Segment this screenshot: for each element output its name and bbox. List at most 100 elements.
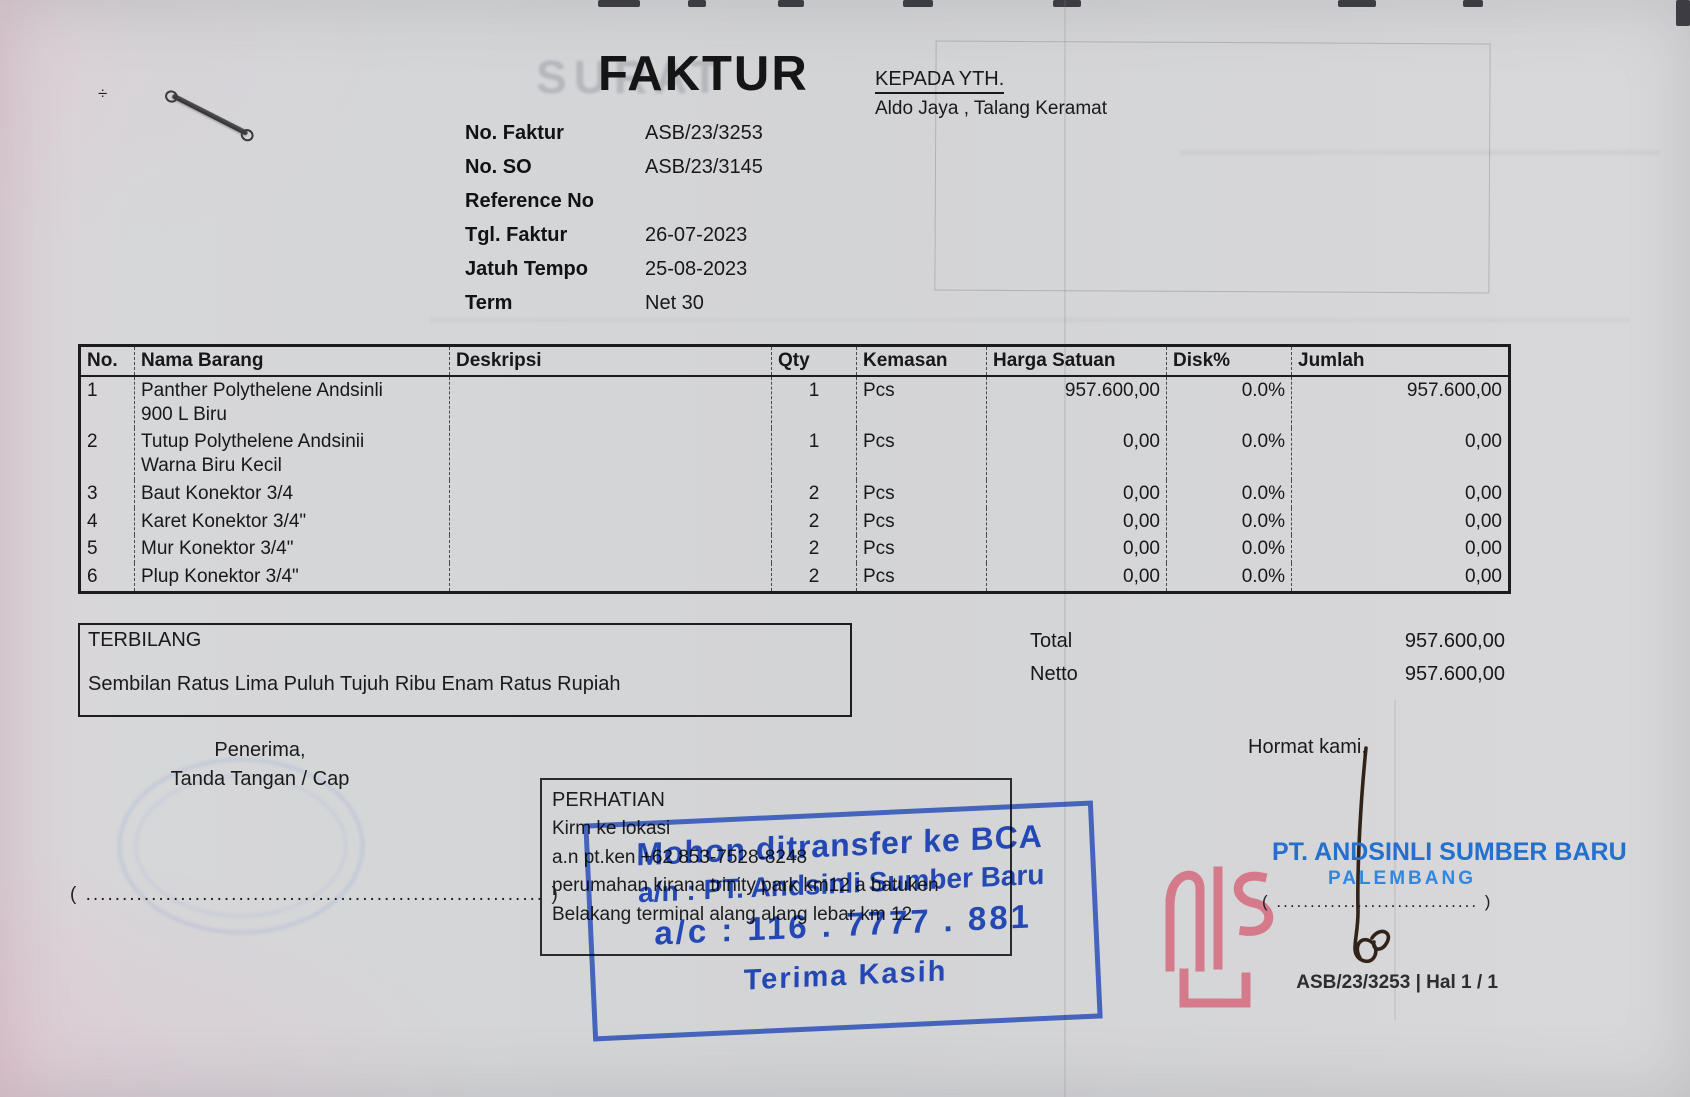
table-row: 5 Mur Konektor 3/4" 2 Pcs 0,00 0.0% 0,00 (80, 535, 1510, 563)
col-qty: Qty (771, 345, 857, 377)
cell-deskripsi (449, 563, 772, 593)
bank-transfer-stamp: Mohon ditransfer ke BCA a/n : PT. Andsin… (583, 800, 1103, 1042)
document-title: FAKTUR (598, 47, 809, 101)
meta-row: No. SO ASB/23/3145 (465, 156, 1025, 179)
cell-deskripsi (449, 507, 772, 536)
staple-mark (171, 93, 249, 136)
table-row: 6 Plup Konektor 3/4" 2 Pcs 0,00 0.0% 0,00 (80, 563, 1510, 593)
netto-label: Netto (1030, 663, 1078, 685)
cell-nama: Karet Konektor 3/4" (134, 507, 450, 536)
cell-jumlah: 957.600,00 (1291, 375, 1510, 429)
recipient-label: KEPADA YTH. (875, 68, 1005, 94)
cell-nama: Tutup Polythelene Andsinii Warna Biru Ke… (134, 428, 450, 480)
scan-speck (688, 0, 706, 7)
cell-nama: Plup Konektor 3/4" (134, 563, 450, 593)
cell-disk: 0.0% (1166, 563, 1292, 593)
cell-no: 6 (87, 566, 98, 587)
company-name: PT. ANDSINLI SUMBER BARU (1272, 838, 1627, 866)
col-kemasan: Kemasan (856, 345, 987, 377)
table-header-row: No. Nama Barang Deskripsi Qty Kemasan Ha… (79, 345, 1510, 377)
cell-qty: 2 (771, 507, 857, 536)
cell-qty: 2 (771, 479, 857, 508)
bleed-through-text: SURAT (536, 51, 727, 103)
cell-kemasan: Pcs (856, 375, 987, 429)
perhatian-box: PERHATIAN Kirm ke lokasi a.n pt.ken +62 … (540, 778, 1012, 956)
scan-speck (1338, 0, 1376, 7)
hormat-kami-label: Hormat kami, (1248, 736, 1367, 758)
cell-qty: 1 (771, 375, 857, 429)
cell-jumlah: 0,00 (1291, 535, 1510, 563)
col-no: No. (79, 345, 135, 377)
cell-no: 5 (87, 538, 98, 560)
cell-harga: 0,00 (986, 563, 1167, 593)
meta-label: Tgl. Faktur (465, 224, 568, 246)
cell-no: 2 (87, 431, 98, 453)
cell-disk: 0.0% (1166, 428, 1292, 480)
meta-row: Reference No (465, 190, 1025, 213)
recipient-name: Aldo Jaya , Talang Keramat (875, 98, 1108, 119)
meta-row: No. Faktur ASB/23/3253 (465, 122, 1025, 145)
cell-deskripsi (449, 428, 772, 480)
company-city: PALEMBANG (1327, 868, 1477, 889)
items-table: No. Nama Barang Deskripsi Qty Kemasan Ha… (78, 344, 1511, 594)
col-deskripsi: Deskripsi (449, 345, 772, 377)
cell-disk: 0.0% (1166, 535, 1292, 563)
scan-speck (903, 0, 933, 7)
cell-jumlah: 0,00 (1291, 563, 1510, 593)
scan-speck (598, 0, 640, 7)
meta-row: Jatuh Tempo 25-08-2023 (465, 258, 1025, 281)
cell-disk: 0.0% (1166, 375, 1292, 429)
cell-harga: 0,00 (986, 479, 1167, 508)
cell-disk: 0.0% (1166, 507, 1292, 536)
perhatian-line: Belakang terminal alang alang lebar km 1… (552, 903, 913, 925)
stamp-line4: Terima Kasih (743, 955, 948, 997)
page-footer: ASB/23/3253 | Hal 1 / 1 (1296, 972, 1498, 993)
cell-deskripsi (449, 375, 772, 429)
cell-jumlah: 0,00 (1291, 479, 1510, 508)
scan-speck (1053, 0, 1081, 7)
cell-kemasan: Pcs (856, 563, 987, 593)
penerima-block: Penerima, Tanda Tangan / Cap (95, 736, 425, 794)
cell-kemasan: Pcs (856, 507, 987, 536)
meta-row: Term Net 30 (465, 292, 1025, 315)
meta-label: Reference No (465, 190, 594, 212)
table-row: 2 Tutup Polythelene Andsinii Warna Biru K… (80, 428, 1510, 480)
meta-value: ASB/23/3253 (645, 122, 763, 144)
table-row: 4 Karet Konektor 3/4" 2 Pcs 0,00 0.0% 0,00 (80, 507, 1510, 536)
perhatian-line: a.n pt.ken +62 853-7528-8248 (552, 846, 808, 868)
paper-streak (1180, 150, 1660, 155)
col-jumlah: Jumlah (1291, 345, 1510, 377)
penerima-line1: Penerima, (214, 739, 306, 761)
cell-deskripsi (449, 479, 772, 508)
cell-nama: Panther Polythelene Andsinli 900 L Biru (134, 375, 450, 429)
terbilang-box: TERBILANG Sembilan Ratus Lima Puluh Tuju… (78, 623, 852, 717)
cell-harga: 0,00 (986, 428, 1167, 480)
cell-harga: 0,00 (986, 535, 1167, 563)
cell-no: 3 (87, 482, 98, 504)
col-harga-satuan: Harga Satuan (986, 345, 1167, 377)
meta-value: 26-07-2023 (645, 224, 748, 246)
meta-value: ASB/23/3145 (645, 156, 763, 178)
perhatian-line: Kirm ke lokasi (552, 818, 671, 839)
total-value: 957.600,00 (1404, 630, 1505, 652)
perhatian-line: perumahan kirana trinity park km12 a bat… (552, 875, 939, 896)
table-row: 3 Baut Konektor 3/4 2 Pcs 0,00 0.0% 0,00 (80, 479, 1510, 508)
meta-label: Jatuh Tempo (465, 258, 588, 280)
company-seal-stamp (1165, 866, 1274, 1008)
cell-jumlah: 0,00 (1291, 428, 1510, 480)
meta-value: Net 30 (645, 292, 704, 314)
netto-value: 957.600,00 (1404, 663, 1505, 685)
cell-nama: Baut Konektor 3/4 (134, 479, 450, 508)
col-nama-barang: Nama Barang (134, 345, 450, 377)
scan-speck (1463, 0, 1483, 7)
cell-harga: 0,00 (986, 507, 1167, 536)
signature-line-left: ( ......................................… (70, 884, 560, 905)
cell-harga: 957.600,00 (986, 375, 1167, 429)
pen-mark: ÷ (98, 84, 108, 103)
cell-deskripsi (449, 535, 772, 563)
signature-line-right: ( .............................. ) (1262, 892, 1493, 911)
cell-qty: 1 (771, 428, 857, 480)
meta-value: 25-08-2023 (645, 258, 748, 280)
perhatian-title: PERHATIAN (552, 789, 665, 811)
col-disk: Disk% (1166, 345, 1292, 377)
